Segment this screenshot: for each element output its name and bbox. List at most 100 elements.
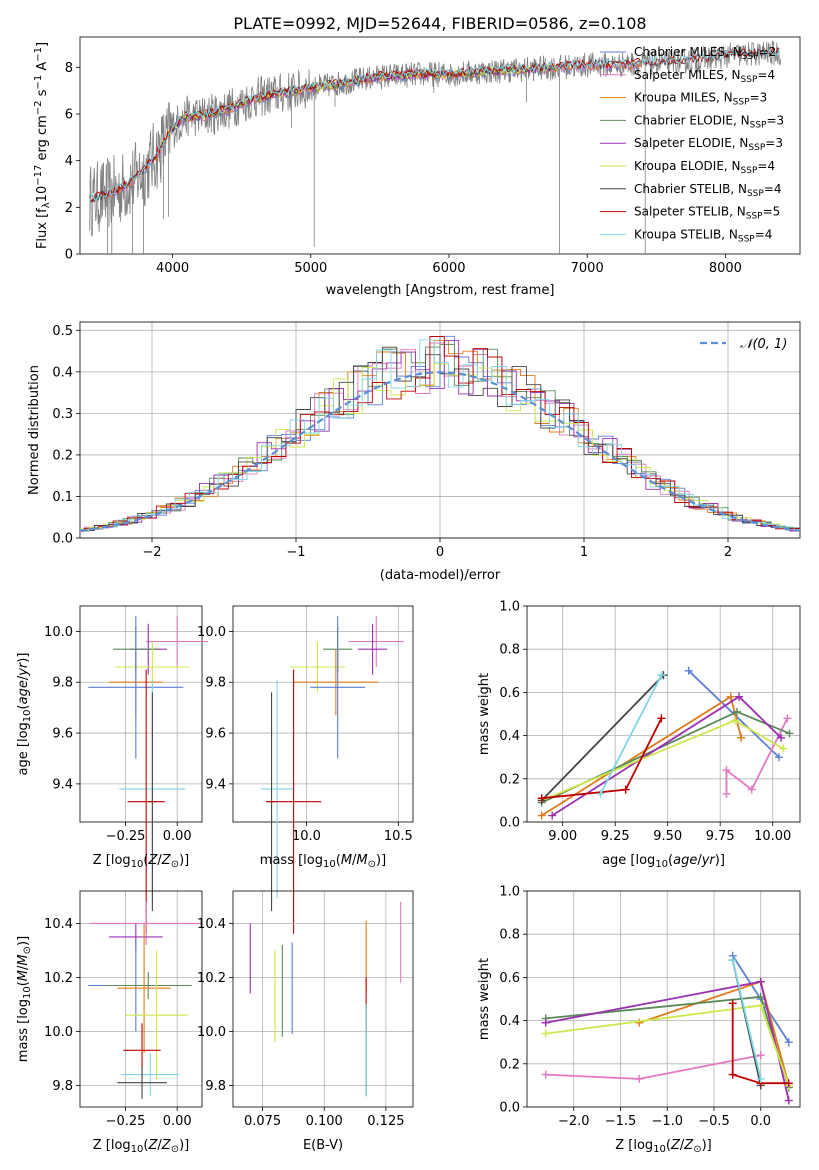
x-axis-label: wavelength [Angstrom, rest frame] [326, 283, 555, 298]
y-tick-label: 10.2 [197, 971, 226, 986]
weight-point [657, 671, 666, 680]
axes-spectrum: 4000 5000 6000 7000 8000 0 2 4 6 8 Chabrier MILES,… [33, 36, 801, 298]
y-tick-label: 10.0 [197, 1025, 226, 1040]
weight-point [784, 1079, 793, 1088]
x-tick-label: −2 [142, 545, 161, 560]
weight-point [728, 1070, 737, 1079]
weight-line [541, 674, 665, 802]
x-tick-label: −0.25 [106, 829, 146, 844]
y-tick-label: 9.8 [205, 676, 226, 691]
weight-point [756, 1051, 765, 1060]
legend-label: Salpeter STELIB, NSSP=5 [634, 205, 780, 222]
weight-line [551, 695, 782, 817]
weight-line [725, 717, 789, 794]
spectrum-model-line [89, 48, 780, 204]
weight-line [541, 719, 784, 802]
y-tick-label: 0.6 [499, 971, 520, 986]
x-tick-label: 0.0 [750, 1114, 771, 1129]
weight-point [779, 744, 788, 753]
y-tick-label: 10.4 [44, 917, 73, 932]
weight-point [621, 785, 630, 794]
histogram-series [80, 336, 800, 531]
x-tick-label: 2 [724, 545, 732, 560]
weight-point [635, 1018, 644, 1027]
y-tick-label: 0.8 [499, 643, 520, 658]
axes-frame [526, 890, 801, 1108]
x-tick-label: 0.00 [163, 829, 192, 844]
x-axis-label: Z [log10(Z/Z⊙)] [93, 853, 190, 870]
axes-frame [79, 321, 801, 539]
legend-label: Kroupa STELIB, NSSP=4 [634, 227, 772, 244]
x-tick-label: 9.00 [548, 829, 577, 844]
weight-point [541, 1029, 550, 1038]
histogram-series [80, 346, 800, 532]
legend-label: Salpeter ELODIE, NSSP=3 [634, 136, 783, 153]
axes-age-vs-Z: −0.25 0.00 9.4 9.6 9.8 10.0 Z [log10(Z/Z⊙)] age… [16, 605, 209, 934]
weight-point [537, 794, 546, 803]
axes-weight-vs-age: 9.00 9.25 9.50 9.75 10.00 0.0 0.2 0.4 0.6 0.8 1.0 a… [477, 600, 801, 870]
weight-point [785, 729, 794, 738]
weight-point [537, 811, 546, 820]
axes-frame [79, 605, 203, 823]
y-tick-label: 9.4 [52, 777, 73, 792]
weight-point [735, 692, 744, 701]
x-tick-label: 0.125 [367, 1114, 404, 1129]
x-axis-label: E(B-V) [303, 1138, 343, 1153]
y-tick-label: 9.6 [52, 727, 73, 742]
y-tick-label: 1.0 [499, 600, 520, 615]
weight-point [784, 1096, 793, 1105]
x-tick-label: −1 [286, 545, 305, 560]
weight-point [657, 714, 666, 723]
x-tick-label: 0.075 [244, 1114, 281, 1129]
axes-frame [232, 605, 414, 823]
y-tick-label: 10.2 [44, 971, 73, 986]
axes-frame [79, 890, 203, 1108]
weight-point [728, 999, 737, 1008]
x-axis-label: age [log10(age/yr)] [602, 853, 725, 870]
x-tick-label: 4000 [156, 261, 189, 276]
x-tick-label: −2.0 [558, 1114, 590, 1129]
y-tick-label: 10.0 [44, 625, 73, 640]
x-tick-label: 8000 [709, 261, 742, 276]
weight-point [737, 733, 746, 742]
axes-frame [526, 605, 801, 823]
x-tick-label: −0.25 [106, 1114, 146, 1129]
axes-frame [79, 36, 801, 255]
legend-label: Kroupa MILES, NSSP=3 [634, 91, 767, 108]
weight-line [731, 1003, 789, 1085]
y-tick-label: 0.5 [52, 324, 73, 339]
figure-title: PLATE=0992, MJD=52644, FIBERID=0586, z=0… [233, 14, 646, 33]
legend-label: Chabrier ELODIE, NSSP=3 [634, 113, 784, 130]
weight-point [756, 977, 765, 986]
legend-label: Chabrier STELIB, NSSP=4 [634, 182, 782, 199]
x-tick-label: 9.50 [653, 829, 682, 844]
y-axis-label: mass weight [477, 958, 492, 1040]
weight-point [747, 785, 756, 794]
x-axis-label: Z [log10(Z/Z⊙)] [93, 1138, 190, 1155]
y-tick-label: 2 [65, 201, 73, 216]
weight-point [730, 716, 739, 725]
y-tick-label: 9.8 [205, 1079, 226, 1094]
y-tick-label: 0.0 [52, 532, 73, 547]
y-tick-label: 0.2 [499, 1057, 520, 1072]
weight-point [733, 707, 741, 716]
y-tick-label: 0.3 [52, 407, 73, 422]
y-tick-label: 10.0 [44, 1025, 73, 1040]
x-tick-label: 5000 [294, 261, 327, 276]
y-tick-label: 6 [65, 108, 73, 123]
axes-frame [232, 890, 414, 1108]
weight-line [545, 1054, 761, 1080]
y-tick-label: 9.8 [52, 1079, 73, 1094]
y-tick-label: 0.4 [499, 729, 520, 744]
weight-point [756, 1074, 765, 1083]
weight-line [731, 959, 762, 1080]
weight-point [783, 714, 792, 723]
weight-point [541, 1070, 550, 1079]
x-tick-label: −1.5 [605, 1114, 637, 1129]
weight-point [596, 789, 605, 798]
x-tick-label: 6000 [432, 261, 465, 276]
axes-mass-vs-EBV: 0.075 0.100 0.125 9.8 10.0 10.2 10.4 E(B-V) [197, 890, 414, 1153]
axes-mass-vs-Z: −0.25 0.00 9.8 10.0 10.2 10.4 Z [log10(Z/Z⊙)] m… [16, 890, 203, 1155]
x-axis-label: mass [log10(M/M⊙)] [260, 853, 386, 870]
